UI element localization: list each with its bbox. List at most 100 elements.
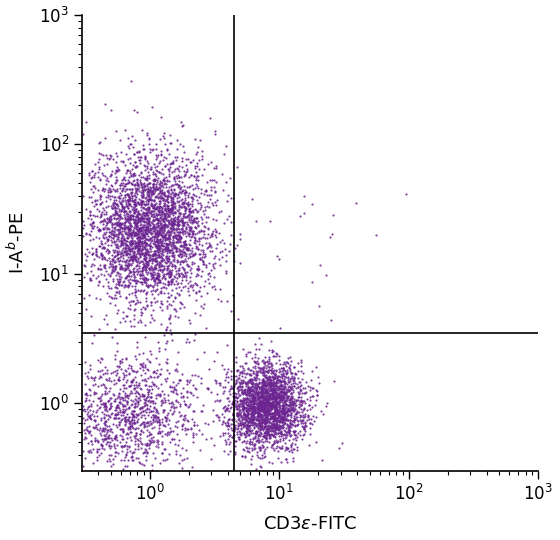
Point — [156, 302, 165, 311]
Point — [264, 421, 273, 430]
Point — [169, 378, 178, 387]
Point — [242, 390, 251, 399]
Point — [291, 427, 300, 436]
Point — [97, 251, 106, 260]
Point — [129, 227, 138, 236]
Point — [108, 222, 117, 231]
Point — [238, 405, 247, 414]
Point — [248, 434, 257, 443]
Point — [247, 452, 256, 461]
Point — [146, 416, 155, 425]
Point — [110, 380, 119, 388]
Point — [195, 227, 204, 235]
Point — [174, 269, 183, 278]
Point — [108, 210, 117, 219]
Point — [143, 129, 152, 137]
Point — [174, 165, 183, 173]
Point — [123, 234, 132, 242]
Point — [270, 392, 279, 400]
Point — [189, 280, 198, 289]
Point — [155, 226, 164, 234]
Point — [105, 217, 114, 226]
Point — [263, 415, 272, 424]
Point — [164, 390, 172, 399]
Point — [108, 257, 116, 266]
Point — [264, 405, 273, 414]
Point — [92, 401, 101, 409]
Point — [157, 193, 166, 201]
Point — [254, 423, 263, 432]
Point — [251, 375, 260, 384]
Point — [175, 291, 184, 299]
Point — [276, 429, 284, 437]
Point — [141, 215, 150, 224]
Point — [133, 254, 142, 262]
Point — [175, 177, 184, 185]
Point — [283, 411, 292, 420]
Point — [134, 233, 143, 241]
Point — [155, 183, 164, 191]
Point — [194, 372, 203, 380]
Point — [158, 216, 167, 225]
Point — [129, 214, 138, 223]
Point — [254, 413, 263, 422]
Point — [293, 393, 302, 401]
Point — [122, 250, 130, 259]
Point — [244, 401, 253, 410]
Point — [259, 443, 268, 452]
Point — [267, 409, 276, 417]
Point — [124, 179, 133, 187]
Point — [244, 417, 253, 426]
Point — [152, 408, 161, 416]
Point — [167, 195, 176, 204]
Point — [211, 164, 220, 172]
Point — [277, 394, 286, 402]
Point — [106, 269, 115, 278]
Point — [167, 225, 176, 233]
Point — [249, 368, 258, 377]
Point — [123, 166, 132, 175]
Point — [139, 254, 148, 263]
Point — [259, 375, 268, 383]
Point — [168, 232, 177, 241]
Point — [172, 220, 181, 229]
Point — [138, 232, 147, 241]
Point — [259, 408, 268, 416]
Point — [113, 251, 122, 260]
Point — [172, 269, 181, 278]
Point — [131, 287, 140, 296]
Point — [144, 356, 153, 365]
Point — [295, 389, 304, 397]
Point — [138, 193, 147, 202]
Point — [253, 380, 262, 388]
Point — [128, 281, 137, 290]
Point — [204, 212, 213, 221]
Point — [114, 418, 123, 427]
Point — [249, 417, 258, 426]
Point — [271, 410, 280, 418]
Point — [107, 225, 116, 234]
Point — [251, 431, 260, 440]
Point — [178, 275, 187, 284]
Point — [128, 215, 137, 224]
Point — [118, 250, 127, 259]
Point — [157, 249, 166, 258]
Point — [102, 219, 111, 227]
Point — [137, 214, 146, 223]
Point — [143, 230, 152, 239]
Point — [174, 218, 183, 226]
Point — [273, 437, 282, 446]
Point — [251, 415, 260, 423]
Point — [296, 416, 305, 425]
Point — [104, 202, 113, 211]
Point — [278, 367, 287, 375]
Point — [273, 389, 282, 398]
Point — [158, 180, 167, 189]
Point — [245, 414, 254, 422]
Point — [158, 156, 167, 164]
Point — [191, 217, 200, 226]
Point — [108, 211, 117, 219]
Point — [109, 234, 118, 243]
Point — [158, 225, 167, 233]
Point — [251, 409, 260, 417]
